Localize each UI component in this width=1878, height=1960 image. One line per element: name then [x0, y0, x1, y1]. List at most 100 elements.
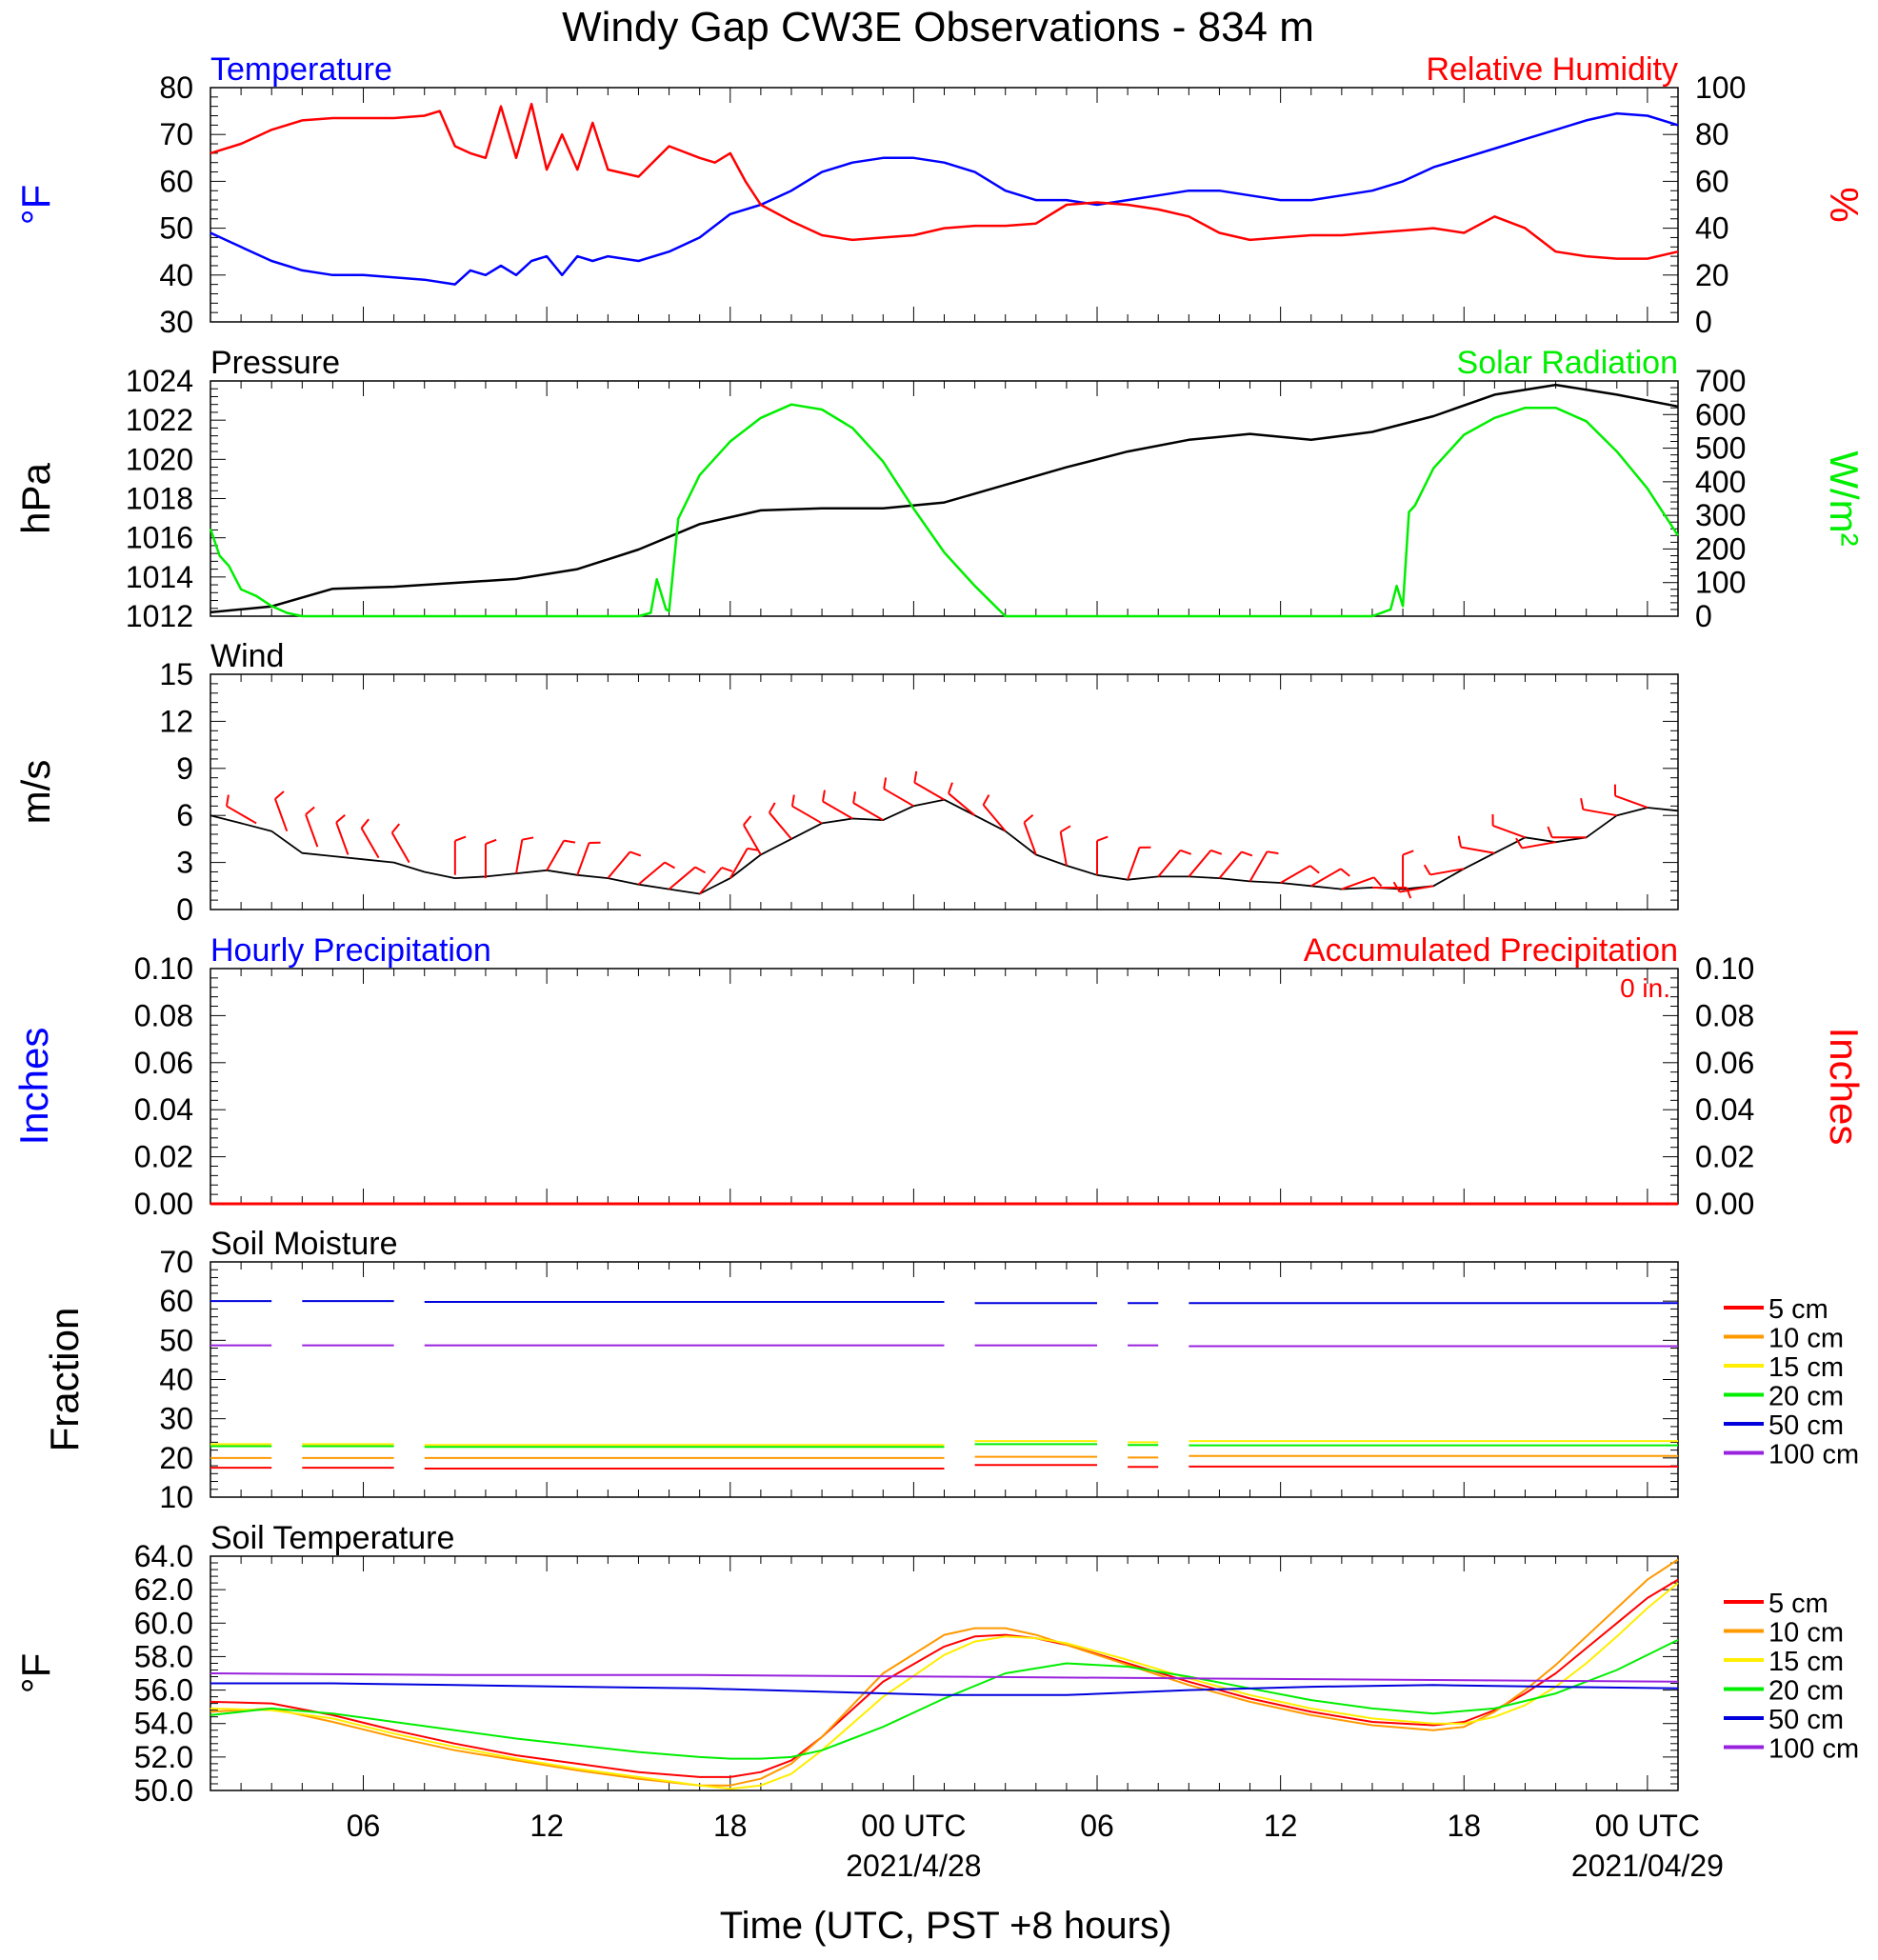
y-tick-label-left: 56.0: [134, 1673, 193, 1708]
humidity-line: [210, 102, 1679, 260]
y-tick-label-right: 60: [1695, 164, 1729, 198]
soil-temp-line: [210, 1578, 1679, 1778]
wind-barb: [729, 848, 749, 879]
y-tick-label-left: 1014: [126, 560, 193, 594]
wind-barb: [791, 805, 823, 825]
y-axis-label-left: Fraction: [42, 1308, 87, 1452]
y-tick-label-left: 1022: [126, 403, 193, 437]
wind-barb: [360, 827, 380, 859]
plot-frame: [210, 968, 1679, 1205]
wind-barb: [982, 804, 1007, 832]
wind-barb-flag: [982, 794, 990, 806]
wind-barb-flag: [1372, 876, 1383, 888]
accum-precip-total: 0 in.: [1620, 973, 1670, 1003]
x-tick-label: 06: [1080, 1809, 1114, 1843]
y-tick-label-left: 52.0: [134, 1740, 193, 1774]
x-tick-label: 12: [1264, 1809, 1298, 1843]
soil-temp-line: [210, 1558, 1679, 1787]
wind-barb: [743, 824, 762, 855]
wind-barb: [668, 866, 696, 890]
wind-barb-flag: [629, 850, 642, 857]
wind-barb-flag: [822, 790, 826, 802]
wind-barb: [1583, 808, 1617, 817]
wind-barb-flag: [563, 839, 576, 844]
wind-barb-flag: [1547, 826, 1553, 838]
wind-barb: [305, 813, 319, 848]
y-tick-label-left: 54.0: [134, 1707, 193, 1741]
soil-temp-line: [210, 1639, 1679, 1760]
wind-barb-flag: [274, 790, 285, 800]
y-tick-label-right: 0.04: [1695, 1092, 1754, 1127]
y-tick-label-left: 15: [159, 657, 193, 691]
legend-label: 20 cm: [1768, 1382, 1844, 1412]
plot-frame: [210, 673, 1679, 910]
wind-barb: [515, 839, 524, 874]
wind-barb: [1341, 876, 1375, 890]
legend-label: 15 cm: [1768, 1647, 1844, 1677]
y-tick-label-left: 40: [159, 1363, 193, 1397]
y-tick-label-right: 0.10: [1695, 951, 1754, 986]
time-axis: 06 12 18 00 UTC 2021/4/28 06 12 18 00 UTC 2021/04…: [347, 1809, 1724, 1883]
wind-barb: [1399, 885, 1434, 893]
plot-frame: [210, 87, 1679, 323]
wind-barb: [607, 850, 631, 879]
x-tick-label: 18: [1447, 1809, 1481, 1843]
wind-barb: [1429, 868, 1465, 876]
wind-barb: [852, 802, 884, 822]
y-tick-label-left: 1018: [126, 482, 193, 516]
y-tick-label-left: 1016: [126, 521, 193, 555]
panel-title-left: Temperature: [210, 51, 392, 88]
wind-barb: [390, 831, 410, 864]
panel-title-left: Soil Moisture: [210, 1226, 398, 1262]
y-tick-label-right: 20: [1695, 258, 1729, 292]
soil-temp-line: [210, 1582, 1679, 1790]
panel-title-right: Solar Radiation: [1457, 345, 1678, 381]
y-tick-label-right: 100: [1695, 70, 1746, 105]
wind-barb: [1188, 850, 1212, 878]
y-tick-label-left: 58.0: [134, 1639, 193, 1673]
wind-barb: [1460, 846, 1495, 854]
x-tick-date: 2021/4/28: [846, 1849, 981, 1883]
wind-barb-flag: [1060, 825, 1071, 833]
wind-barb: [1521, 841, 1556, 850]
wind-barb-flag: [1406, 887, 1412, 899]
wind-barb-flag: [1180, 849, 1192, 855]
pressure-solar-panel: 1012 1014 1016 1018 1020 1022 1024 010020030040…: [13, 345, 1867, 633]
y-tick-label-left: 0.08: [134, 998, 193, 1032]
y-tick-label-right: 0.06: [1695, 1046, 1754, 1080]
legend-label: 5 cm: [1768, 1294, 1828, 1325]
wind-barb-flag: [883, 777, 888, 790]
y-tick-label-right: 0.08: [1695, 998, 1754, 1032]
x-tick-label: 06: [347, 1809, 381, 1843]
wind-barb-flag: [721, 867, 733, 872]
wind-barb: [883, 788, 914, 808]
y-tick-label-left: 0.06: [134, 1046, 193, 1080]
plot-frame: [210, 380, 1679, 617]
wind-barb-flag: [1096, 835, 1109, 842]
wind-barb-flag: [1402, 850, 1414, 856]
y-tick-label-left: 50.0: [134, 1773, 193, 1808]
y-tick-label-right: 40: [1695, 211, 1729, 246]
wind-barb: [1249, 850, 1269, 882]
wind-barb-flag: [1423, 864, 1431, 875]
wind-barb: [1127, 847, 1141, 881]
legend-label: 10 cm: [1768, 1324, 1844, 1354]
y-tick-label-right: 500: [1695, 431, 1746, 466]
soil-temp-line: [210, 1682, 1679, 1696]
legend-label: 15 cm: [1768, 1352, 1844, 1383]
wind-barb: [822, 800, 853, 820]
wind-barb-flag: [522, 836, 534, 841]
legend-label: 100 cm: [1768, 1734, 1859, 1765]
wind-barb: [948, 792, 976, 816]
legend-label: 50 cm: [1768, 1410, 1844, 1441]
wind-barb: [226, 805, 257, 825]
wind-barb: [1023, 822, 1037, 855]
wind-barb-flag: [913, 770, 918, 783]
y-tick-label-left: 1024: [126, 364, 193, 398]
y-tick-label-right: 400: [1695, 465, 1746, 499]
x-axis-label: Time (UTC, PST +8 hours): [720, 1905, 1172, 1947]
y-axis-label-left: m/s: [13, 760, 58, 825]
y-tick-label-left: 9: [176, 751, 193, 786]
